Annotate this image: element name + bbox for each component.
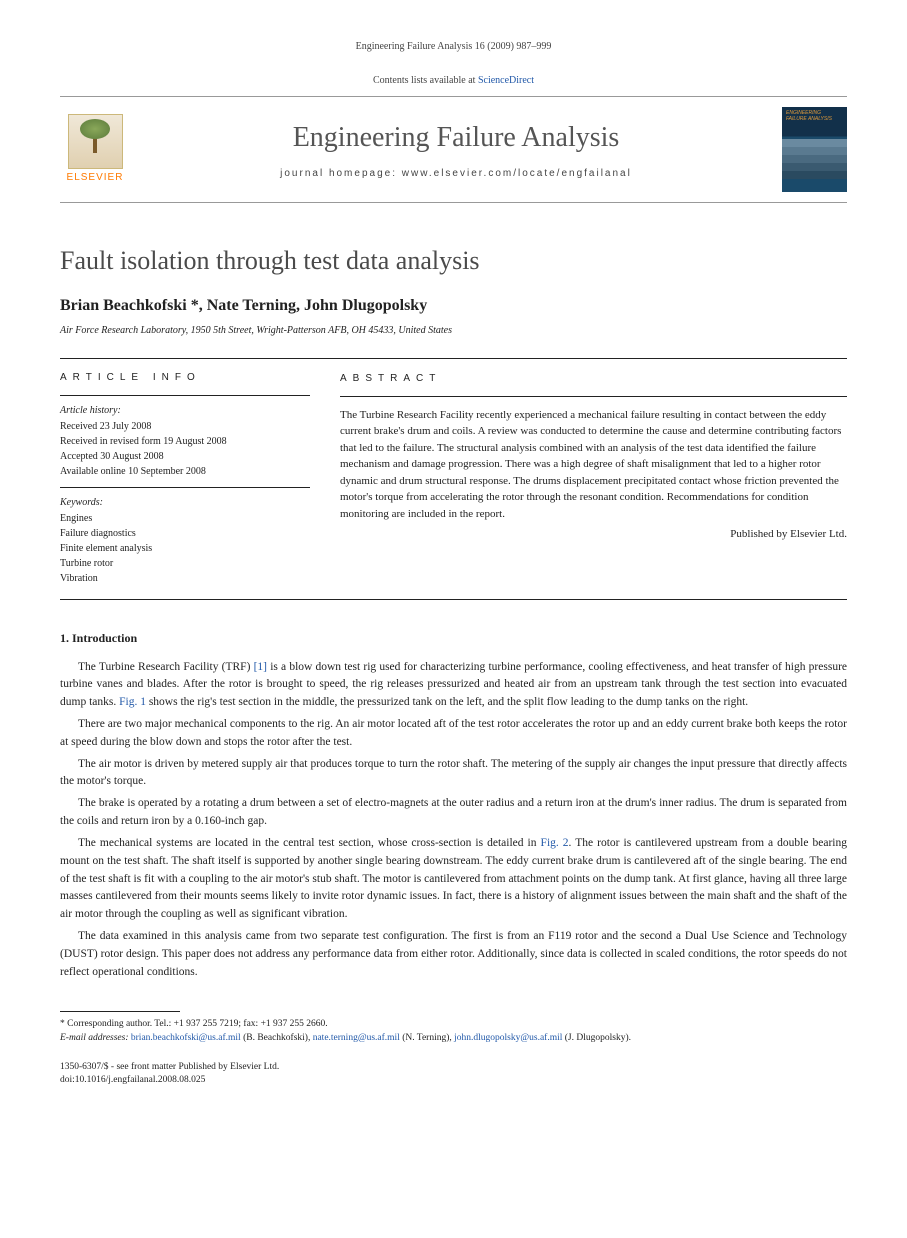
front-matter-line: 1350-6307/$ - see front matter Published… — [60, 1061, 847, 1074]
contents-prefix: Contents lists available at — [373, 75, 478, 86]
email-who: (B. Beachkofski), — [241, 1033, 313, 1043]
article-info-block: ARTICLE INFO Article history: Received 2… — [60, 359, 310, 599]
p1c: shows the rig's test section in the midd… — [146, 696, 748, 708]
section-heading-intro: 1. Introduction — [60, 630, 847, 647]
body-paragraph: The brake is operated by a rotating a dr… — [60, 795, 847, 831]
article-title: Fault isolation through test data analys… — [60, 243, 847, 279]
ref-link-1[interactable]: [1] — [254, 661, 267, 673]
email-who: (J. Dlugopolsky). — [562, 1033, 631, 1043]
info-abstract-row: ARTICLE INFO Article history: Received 2… — [60, 358, 847, 600]
doi-line: doi:10.1016/j.engfailanal.2008.08.025 — [60, 1074, 847, 1087]
footer-block: 1350-6307/$ - see front matter Published… — [60, 1061, 847, 1088]
keyword: Turbine rotor — [60, 557, 310, 571]
cover-title: ENGINEERING FAILURE ANALYSIS — [786, 111, 843, 122]
authors-line: Brian Beachkofski *, Nate Terning, John … — [60, 295, 847, 317]
keyword: Engines — [60, 512, 310, 526]
abstract-publisher: Published by Elsevier Ltd. — [340, 526, 847, 543]
email-link[interactable]: brian.beachkofski@us.af.mil — [131, 1033, 241, 1043]
keywords-label: Keywords: — [60, 496, 310, 510]
p1a: The Turbine Research Facility (TRF) — [78, 661, 254, 673]
journal-title-block: Engineering Failure Analysis journal hom… — [130, 118, 782, 181]
keyword: Finite element analysis — [60, 542, 310, 556]
corresponding-footnote: * Corresponding author. Tel.: +1 937 255… — [60, 1018, 847, 1031]
p5a: The mechanical systems are located in th… — [78, 837, 541, 849]
elsevier-brand-text: ELSEVIER — [67, 171, 124, 185]
emails-label: E-mail addresses: — [60, 1033, 129, 1043]
history-revised: Received in revised form 19 August 2008 — [60, 435, 310, 449]
fig-link-1[interactable]: Fig. 1 — [119, 696, 146, 708]
p5b: . The rotor is cantilevered upstream fro… — [60, 837, 847, 920]
email-link[interactable]: john.dlugopolsky@us.af.mil — [454, 1033, 562, 1043]
emails-footnote: E-mail addresses: brian.beachkofski@us.a… — [60, 1032, 847, 1045]
contents-available-line: Contents lists available at ScienceDirec… — [60, 74, 847, 88]
keyword: Failure diagnostics — [60, 527, 310, 541]
journal-title: Engineering Failure Analysis — [130, 118, 782, 157]
history-accepted: Accepted 30 August 2008 — [60, 450, 310, 464]
history-received: Received 23 July 2008 — [60, 420, 310, 434]
body-paragraph: The mechanical systems are located in th… — [60, 835, 847, 924]
authors-text: Brian Beachkofski *, Nate Terning, John … — [60, 297, 427, 314]
fig-link-2[interactable]: Fig. 2 — [541, 837, 569, 849]
email-link[interactable]: nate.terning@us.af.mil — [313, 1033, 400, 1043]
affiliation: Air Force Research Laboratory, 1950 5th … — [60, 324, 847, 338]
history-label: Article history: — [60, 404, 310, 418]
email-who: (N. Terning), — [400, 1033, 454, 1043]
history-online: Available online 10 September 2008 — [60, 465, 310, 479]
journal-cover-thumb: ENGINEERING FAILURE ANALYSIS — [782, 107, 847, 192]
body-paragraph: The air motor is driven by metered suppl… — [60, 756, 847, 792]
body-paragraph: There are two major mechanical component… — [60, 716, 847, 752]
elsevier-tree-icon — [68, 114, 123, 169]
abstract-block: ABSTRACT The Turbine Research Facility r… — [340, 359, 847, 599]
footnote-separator — [60, 1011, 180, 1012]
keyword: Vibration — [60, 572, 310, 586]
abstract-text: The Turbine Research Facility recently e… — [340, 407, 847, 523]
journal-homepage: journal homepage: www.elsevier.com/locat… — [130, 167, 782, 181]
abstract-header: ABSTRACT — [340, 371, 847, 386]
body-paragraph: The Turbine Research Facility (TRF) [1] … — [60, 659, 847, 712]
sciencedirect-link[interactable]: ScienceDirect — [478, 75, 534, 86]
running-head: Engineering Failure Analysis 16 (2009) 9… — [60, 40, 847, 54]
article-info-header: ARTICLE INFO — [60, 371, 310, 385]
elsevier-logo: ELSEVIER — [60, 114, 130, 185]
body-paragraph: The data examined in this analysis came … — [60, 928, 847, 981]
masthead: ELSEVIER Engineering Failure Analysis jo… — [60, 96, 847, 203]
